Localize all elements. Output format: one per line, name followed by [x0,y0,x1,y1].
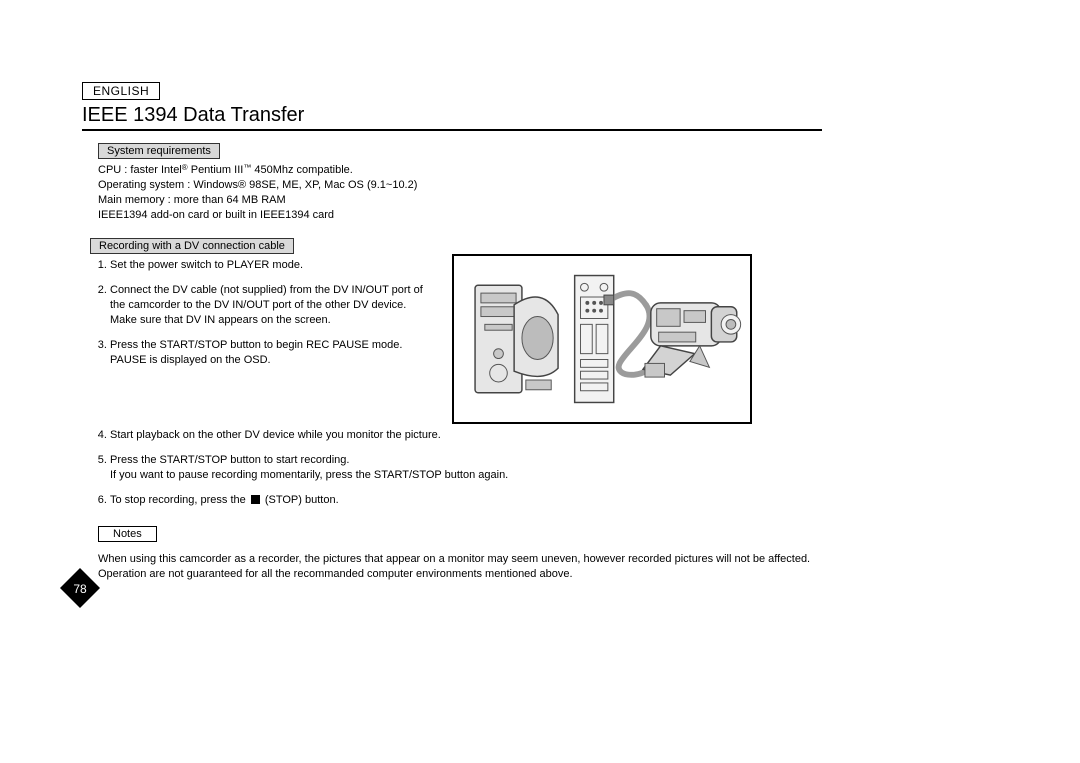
step-2: Connect the DV cable (not supplied) from… [110,283,432,328]
language-label: ENGLISH [82,82,160,100]
cpu-prefix: CPU : faster Intel [98,164,182,176]
step-3b: PAUSE is displayed on the OSD. [110,354,271,366]
page-number: 78 [73,582,87,596]
step-5b: If you want to pause recording momentari… [110,469,508,481]
notes-block: When using this camcorder as a recorder,… [98,552,822,582]
note-1: When using this camcorder as a recorder,… [98,552,822,567]
step-5: Press the START/STOP button to start rec… [110,453,822,483]
recording-steps-narrow: Set the power switch to PLAYER mode. Con… [82,258,432,424]
os-line: Operating system : Windows® 98SE, ME, XP… [98,179,417,191]
page-number-badge: 78 [58,566,102,610]
step-4: Start playback on the other DV device wh… [110,428,822,443]
step-1: Set the power switch to PLAYER mode. [110,258,432,273]
step-5a: Press the START/STOP button to start rec… [110,454,349,466]
card-line: IEEE1394 add-on card or built in IEEE139… [98,209,334,221]
step-6b: (STOP) button. [262,494,339,506]
system-requirements-block: CPU : faster Intel® Pentium III™ 450Mhz … [98,163,822,222]
step-6: To stop recording, press the (STOP) butt… [110,493,822,508]
step-2a: Connect the DV cable (not supplied) from… [110,284,423,311]
recording-heading: Recording with a DV connection cable [90,238,294,254]
page-title: IEEE 1394 Data Transfer [82,104,822,131]
stop-icon [251,495,260,504]
cpu-suffix: 450Mhz compatible. [251,164,353,176]
step-2b: Make sure that DV IN appears on the scre… [110,314,331,326]
connection-diagram [452,254,752,424]
system-requirements-heading: System requirements [98,143,220,159]
recording-steps-wide: Start playback on the other DV device wh… [82,428,822,507]
step-6a: To stop recording, press the [110,494,249,506]
cpu-mid: Pentium III [188,164,244,176]
mem-line: Main memory : more than 64 MB RAM [98,194,286,206]
step-3a: Press the START/STOP button to begin REC… [110,339,402,351]
step-3: Press the START/STOP button to begin REC… [110,338,432,368]
note-2: Operation are not guaranteed for all the… [98,567,822,582]
notes-heading: Notes [98,526,157,542]
